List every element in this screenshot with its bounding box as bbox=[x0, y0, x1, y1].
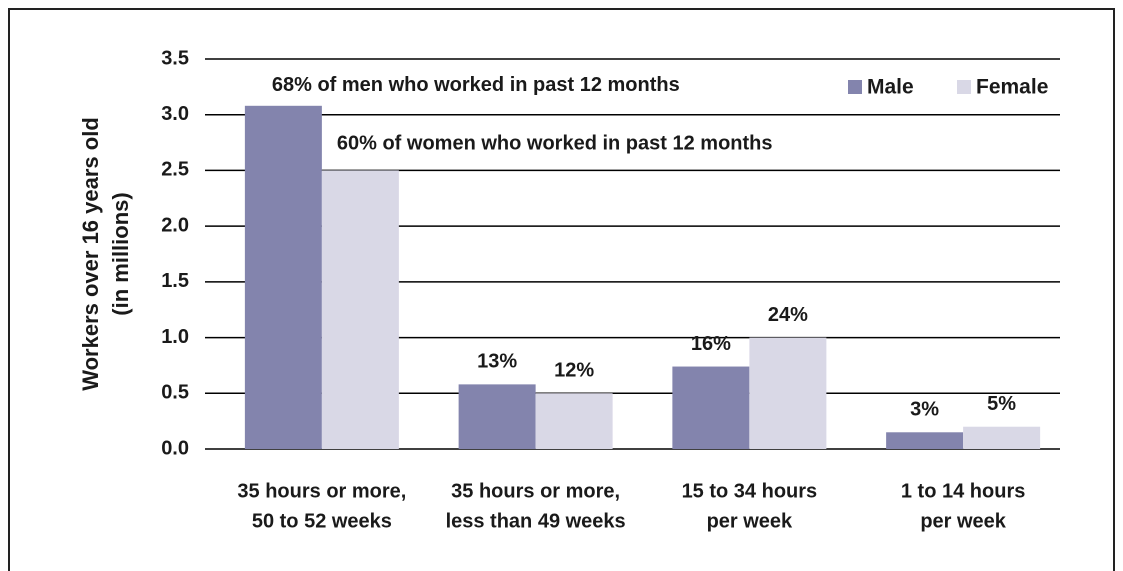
x-tick-label: less than 49 weeks bbox=[446, 510, 626, 532]
bar bbox=[749, 337, 827, 449]
data-label: 24% bbox=[768, 304, 808, 326]
y-tick-label: 1.5 bbox=[161, 270, 189, 292]
bar bbox=[886, 432, 964, 449]
bar bbox=[963, 426, 1041, 449]
x-tick-label: 15 to 34 hours bbox=[682, 480, 818, 502]
legend-swatch bbox=[848, 80, 862, 94]
data-label: 5% bbox=[987, 393, 1016, 415]
x-tick-label: 1 to 14 hours bbox=[901, 480, 1025, 502]
data-label: 13% bbox=[477, 351, 517, 373]
bar bbox=[244, 105, 322, 450]
y-tick-label: 2.5 bbox=[161, 159, 189, 181]
bar bbox=[672, 366, 750, 449]
x-tick-label: per week bbox=[920, 510, 1006, 532]
legend-label: Male bbox=[867, 76, 914, 99]
bar bbox=[535, 393, 613, 449]
frame bbox=[8, 8, 1115, 571]
x-tick-label: 35 hours or more, bbox=[237, 480, 406, 502]
x-tick-label: 50 to 52 weeks bbox=[252, 510, 392, 532]
legend-swatch bbox=[957, 80, 971, 94]
bar bbox=[321, 170, 399, 449]
x-tick-label: per week bbox=[707, 510, 793, 532]
data-label: 16% bbox=[691, 333, 731, 355]
legend-label: Female bbox=[976, 76, 1048, 99]
y-tick-label: 3.0 bbox=[161, 103, 189, 125]
bar bbox=[458, 384, 536, 449]
y-axis-label: Workers over 16 years old bbox=[78, 117, 103, 391]
y-tick-label: 1.0 bbox=[161, 326, 189, 348]
x-tick-label: 35 hours or more, bbox=[451, 480, 620, 502]
y-tick-label: 3.5 bbox=[161, 47, 189, 69]
data-label: 12% bbox=[554, 360, 594, 382]
annotation: 60% of women who worked in past 12 month… bbox=[337, 133, 773, 155]
y-tick-label: 0.5 bbox=[161, 382, 189, 404]
annotation: 68% of men who worked in past 12 months bbox=[272, 74, 680, 96]
y-tick-label: 2.0 bbox=[161, 214, 189, 236]
data-label: 3% bbox=[910, 399, 939, 421]
y-axis-label: (in millions) bbox=[108, 192, 133, 315]
y-tick-label: 0.0 bbox=[161, 437, 189, 459]
